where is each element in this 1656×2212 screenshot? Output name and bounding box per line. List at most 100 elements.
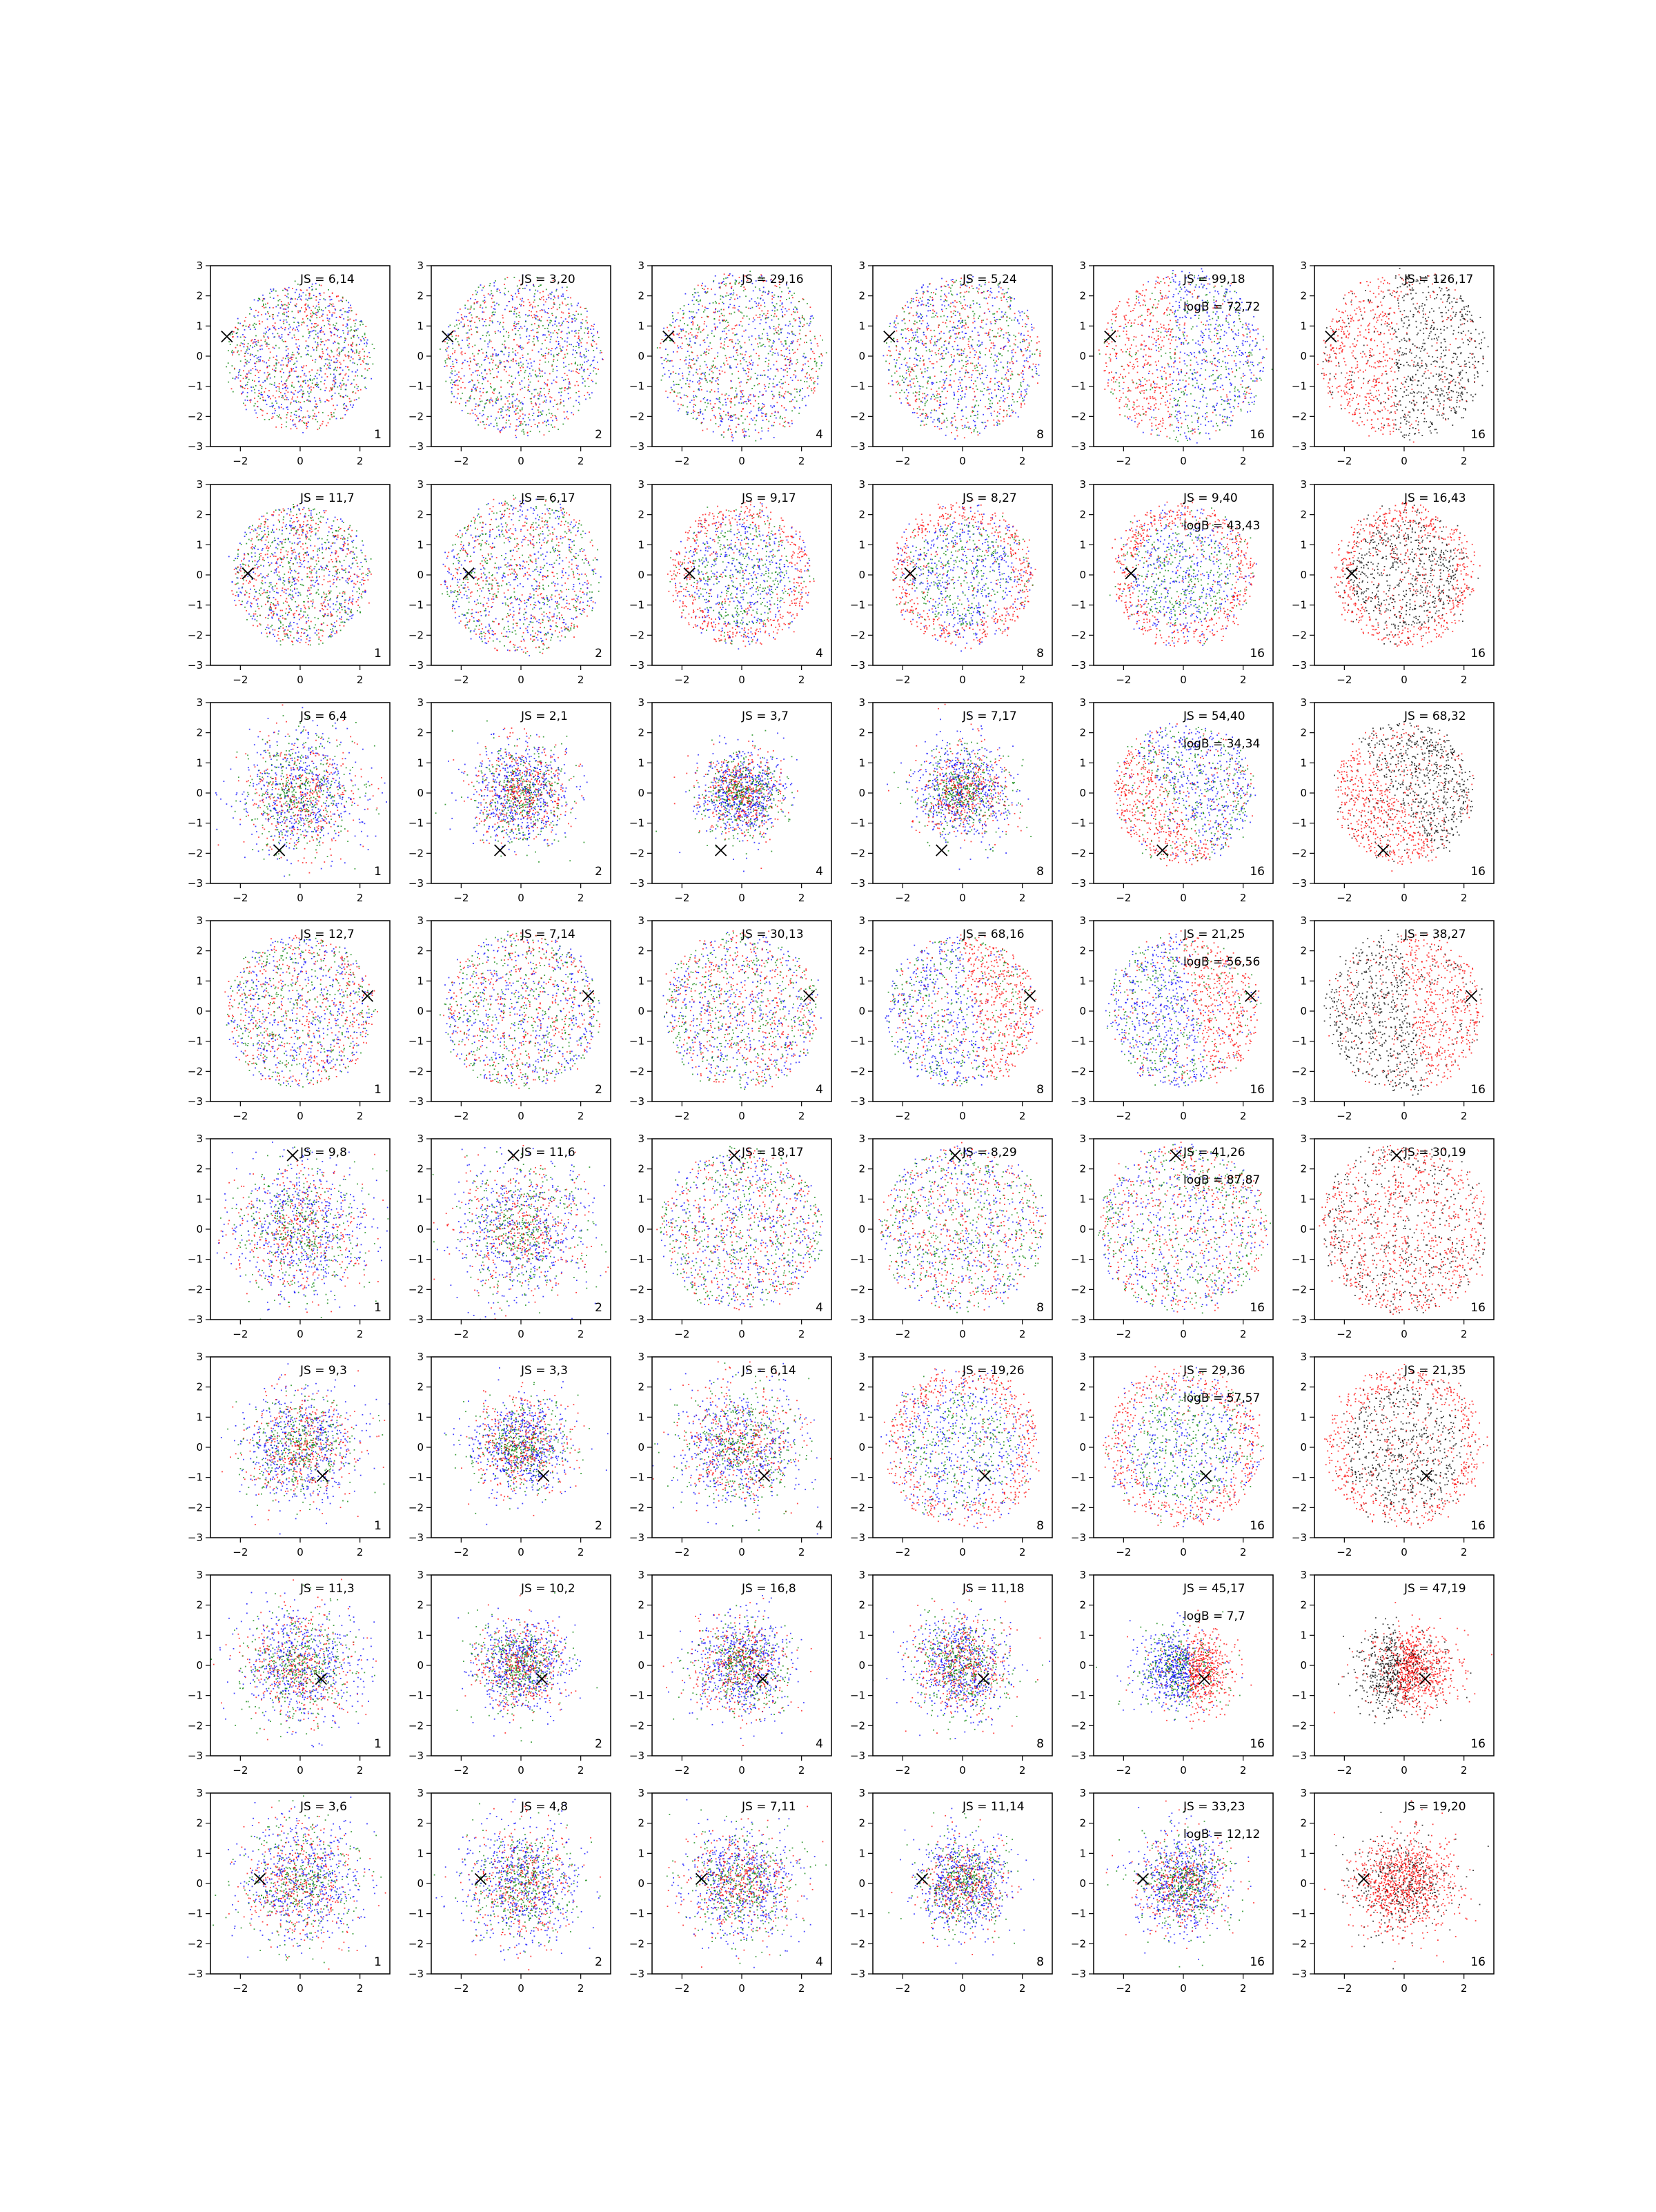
scatter-point	[560, 345, 561, 346]
scatter-point	[517, 408, 518, 409]
scatter-point	[981, 344, 983, 345]
scatter-point	[347, 317, 348, 318]
scatter-point	[762, 395, 763, 396]
scatter-point	[267, 319, 268, 320]
scatter-point	[310, 320, 311, 322]
scatter-point	[977, 344, 978, 346]
x-tick-label: −2	[233, 455, 248, 467]
scatter-point	[777, 402, 778, 403]
scatter-point	[357, 390, 359, 391]
scatter-point	[727, 326, 728, 327]
scatter-point	[713, 407, 715, 408]
scatter-point	[944, 420, 945, 421]
scatter-point	[318, 304, 319, 305]
panel-count-label: 4	[816, 428, 823, 442]
scatter-point	[275, 291, 277, 292]
scatter-point	[503, 322, 504, 323]
scatter-point	[450, 366, 451, 367]
scatter-point	[975, 425, 976, 427]
scatter-point	[725, 404, 727, 406]
scatter-point	[664, 373, 666, 375]
scatter-point	[930, 330, 931, 331]
scatter-point	[264, 380, 266, 382]
scatter-point	[289, 372, 290, 373]
scatter-point	[334, 381, 335, 382]
scatter-point	[513, 361, 514, 362]
scatter-point	[566, 349, 567, 351]
scatter-point	[800, 322, 801, 324]
scatter-point	[573, 349, 574, 351]
scatter-point	[456, 360, 457, 361]
scatter-point	[997, 402, 998, 404]
scatter-point	[233, 391, 234, 393]
scatter-point	[925, 415, 927, 417]
scatter-point	[474, 384, 475, 386]
scatter-point	[707, 335, 709, 336]
scatter-point	[956, 430, 958, 431]
scatter-point	[714, 367, 716, 369]
scatter-point	[348, 312, 349, 313]
scatter-point	[771, 320, 773, 321]
scatter-point	[936, 395, 938, 396]
scatter-point	[497, 411, 499, 413]
scatter-point	[507, 277, 509, 278]
scatter-point	[246, 364, 248, 365]
scatter-point	[281, 326, 282, 328]
scatter-point	[520, 421, 522, 422]
scatter-point	[295, 366, 297, 368]
scatter-point	[918, 317, 919, 318]
scatter-point	[749, 318, 750, 320]
scatter-point	[913, 335, 914, 336]
scatter-point	[780, 341, 782, 342]
scatter-point	[526, 336, 527, 337]
scatter-point	[568, 388, 569, 389]
scatter-point	[661, 380, 662, 381]
scatter-point	[693, 358, 694, 360]
scatter-point	[776, 328, 777, 329]
scatter-point	[482, 376, 484, 378]
scatter-point	[316, 373, 317, 374]
scatter-point	[564, 387, 566, 389]
scatter-point	[497, 429, 499, 430]
scatter-point	[909, 348, 911, 349]
scatter-point	[1036, 364, 1037, 365]
scatter-point	[346, 300, 347, 302]
scatter-point	[716, 302, 717, 304]
scatter-point	[484, 286, 485, 287]
scatter-point	[968, 338, 969, 340]
scatter-point	[286, 397, 288, 398]
scatter-point	[916, 293, 917, 294]
scatter-point	[527, 366, 529, 368]
scatter-point	[278, 416, 279, 418]
scatter-point	[674, 342, 676, 344]
scatter-point	[263, 298, 264, 300]
scatter-point	[684, 395, 685, 396]
scatter-point	[286, 380, 288, 381]
scatter-point	[560, 395, 562, 396]
scatter-point	[290, 412, 292, 413]
scatter-point	[491, 291, 492, 292]
scatter-point	[542, 343, 543, 344]
scatter-point	[996, 356, 998, 358]
scatter-point	[913, 339, 914, 340]
scatter-point	[926, 337, 927, 339]
scatter-point	[531, 324, 533, 325]
scatter-point	[561, 391, 562, 393]
scatter-point	[482, 415, 483, 417]
scatter-point	[472, 346, 473, 347]
scatter-point	[287, 355, 288, 356]
scatter-point	[909, 358, 911, 359]
scatter-point	[472, 353, 473, 355]
scatter-point	[578, 410, 580, 411]
scatter-point	[1013, 349, 1014, 351]
scatter-point	[507, 382, 509, 384]
scatter-point	[762, 295, 763, 296]
scatter-point	[268, 313, 269, 314]
scatter-point	[704, 351, 705, 353]
scatter-point	[1025, 350, 1027, 351]
scatter-point	[758, 337, 760, 339]
scatter-point	[475, 290, 477, 291]
scatter-point	[747, 365, 749, 366]
scatter-point	[784, 407, 785, 409]
scatter-point	[787, 371, 788, 373]
